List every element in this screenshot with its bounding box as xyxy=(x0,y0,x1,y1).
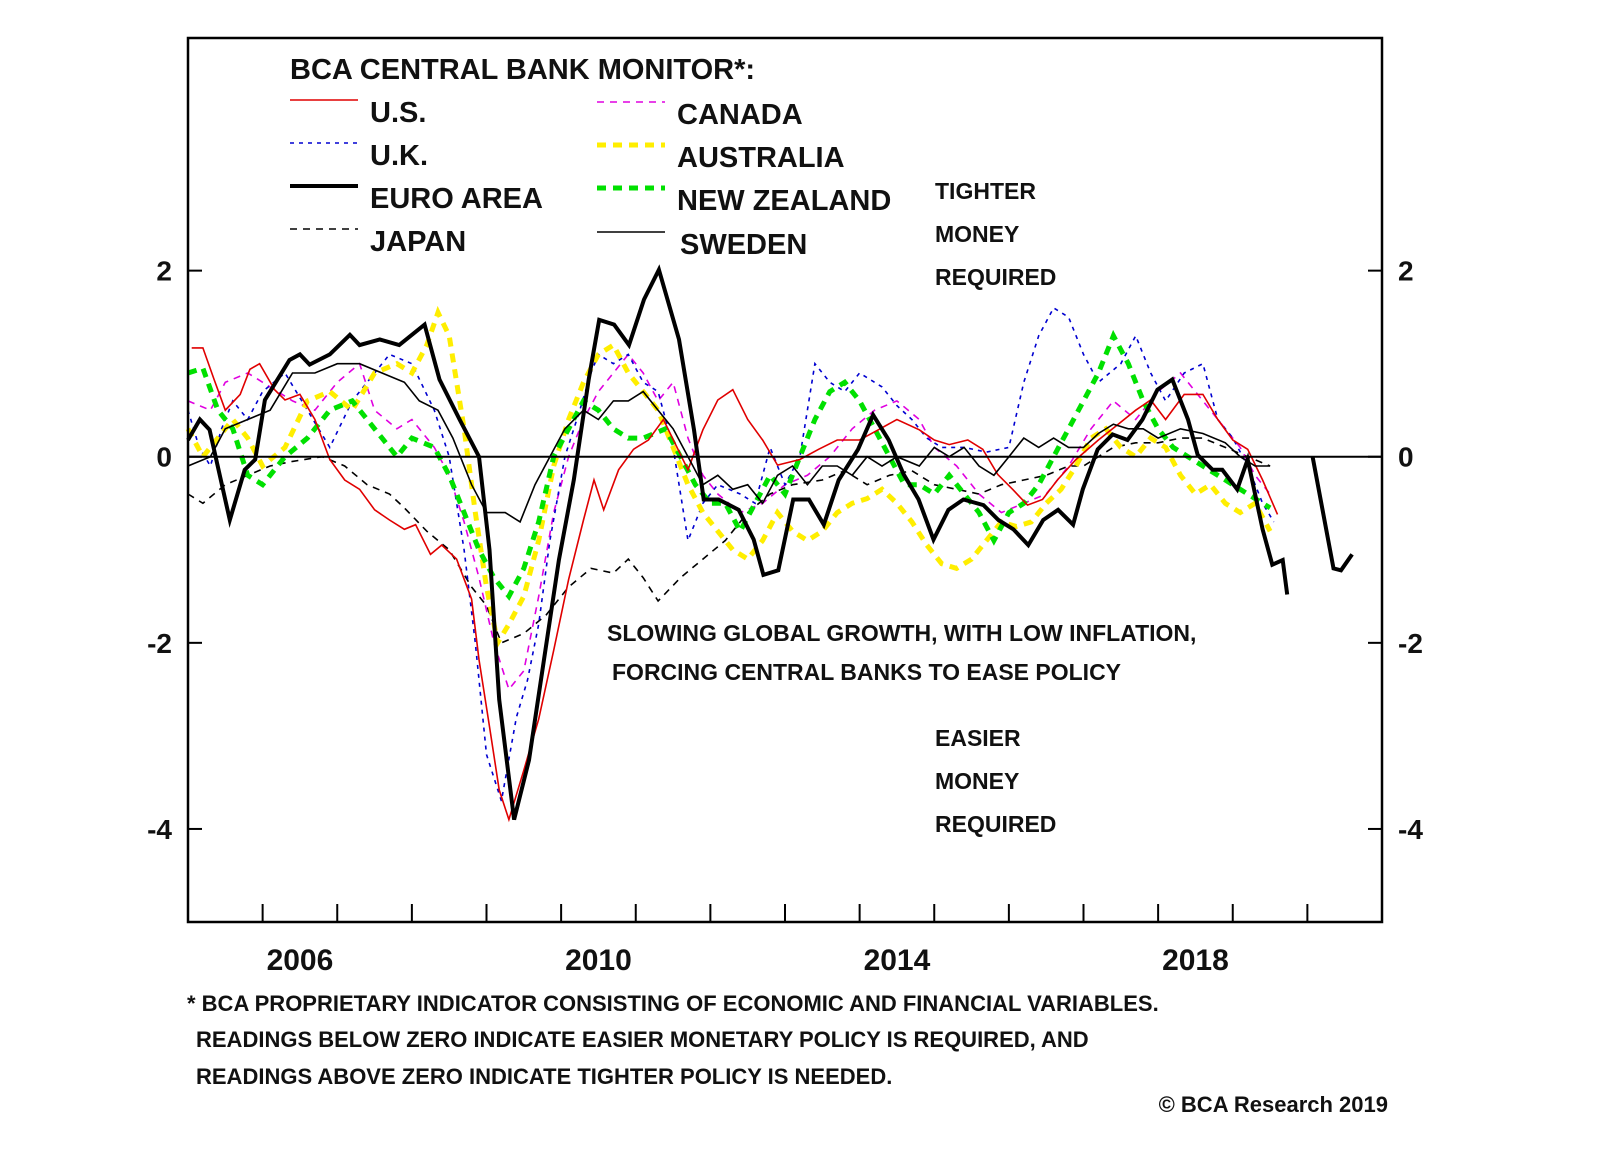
annotation-easier-1: EASIER xyxy=(935,725,1021,751)
y-tick-label-right: 2 xyxy=(1398,256,1414,287)
series-line-sweden xyxy=(187,362,1271,524)
series-layer xyxy=(185,264,1354,823)
legend-label-euro-area: EURO AREA xyxy=(370,183,543,215)
legend-label-u-s: U.S. xyxy=(370,97,426,129)
forecast-arrow xyxy=(1310,456,1354,573)
legend-label-u-k: U.K. xyxy=(370,140,428,172)
chart-title: BCA CENTRAL BANK MONITOR*: xyxy=(290,54,755,86)
annotation-easier-3: REQUIRED xyxy=(935,811,1056,837)
y-tick-label-right: -2 xyxy=(1398,628,1423,659)
axis-layer: 2 2 0 0 -2 -2 -4 -4 2006 2010 2014 2018 xyxy=(147,36,1423,977)
y-tick-label-left: 0 xyxy=(156,442,172,473)
y-tick-label-left: -2 xyxy=(147,628,172,659)
x-tick-label: 2010 xyxy=(565,944,632,977)
legend-label-new-zealand: NEW ZEALAND xyxy=(677,185,891,217)
annotation-tighter-3: REQUIRED xyxy=(935,264,1056,290)
legend-label-canada: CANADA xyxy=(677,99,803,131)
annotation-tighter-2: MONEY xyxy=(935,221,1019,247)
y-tick-label-right: -4 xyxy=(1398,814,1423,845)
y-tick-label-left: -4 xyxy=(147,814,172,845)
annotation-easier-2: MONEY xyxy=(935,768,1019,794)
annotation-slowing-1: SLOWING GLOBAL GROWTH, WITH LOW INFLATIO… xyxy=(607,620,1196,646)
series-line-u-s xyxy=(191,347,1279,823)
annotation-slowing-2: FORCING CENTRAL BANKS TO EASE POLICY xyxy=(612,659,1121,685)
series-line-new-zealand xyxy=(187,329,1272,601)
legend-label-sweden: SWEDEN xyxy=(680,229,807,261)
footnote-line-3: READINGS ABOVE ZERO INDICATE TIGHTER POL… xyxy=(196,1064,893,1089)
footnote-line-1: * BCA PROPRIETARY INDICATOR CONSISTING O… xyxy=(187,991,1159,1016)
series-line-u-k xyxy=(187,306,1275,802)
x-tick-label: 2014 xyxy=(864,944,931,977)
series-line-australia xyxy=(185,305,1273,650)
series-line-euro-area xyxy=(186,264,1290,821)
y-tick-label-left: 2 xyxy=(156,256,172,287)
legend: U.S. U.K. EURO AREA JAPAN CANADA AUSTRALIA NEW… xyxy=(290,97,891,261)
x-tick-label: 2018 xyxy=(1162,944,1229,977)
copyright: © BCA Research 2019 xyxy=(1158,1092,1388,1117)
legend-label-australia: AUSTRALIA xyxy=(677,142,845,174)
series-line-japan xyxy=(187,437,1271,644)
x-tick-label: 2006 xyxy=(267,944,334,977)
y-tick-label-right: 0 xyxy=(1398,442,1414,473)
footnote-line-2: READINGS BELOW ZERO INDICATE EASIER MONE… xyxy=(196,1027,1089,1052)
annotation-tighter-1: TIGHTER xyxy=(935,178,1036,204)
legend-label-japan: JAPAN xyxy=(370,226,466,258)
